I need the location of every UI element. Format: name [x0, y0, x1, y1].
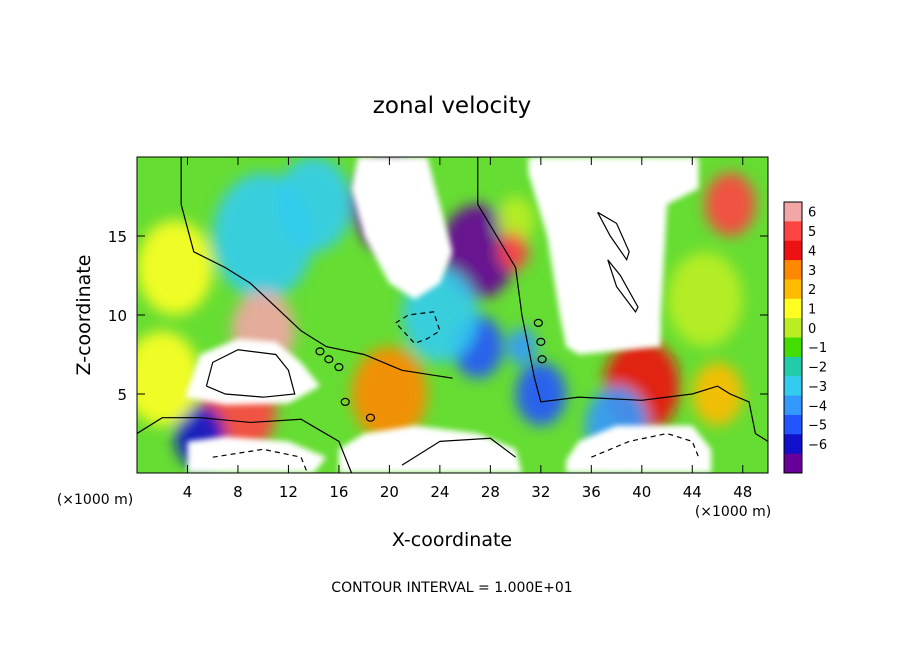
field-blob-7	[506, 327, 538, 366]
white-region-upper-center	[351, 157, 453, 300]
colorbar-swatch-10	[784, 395, 802, 416]
contour-small-loop-3	[533, 318, 543, 327]
field-blob-18	[692, 362, 743, 426]
colorbar-label-10: −4	[808, 399, 827, 414]
y-tick-label-15: 15	[108, 228, 127, 246]
colorbar-swatch-1	[784, 221, 802, 242]
y-axis: 5 10 15	[108, 228, 768, 404]
colorbar-label-11: −5	[808, 419, 827, 434]
contour-small-loop-0	[315, 347, 325, 356]
contour-left-loop	[205, 349, 296, 398]
contour-small-loop-5	[537, 355, 547, 364]
contour-lines	[137, 157, 768, 473]
colorbar-label-0: 6	[808, 206, 816, 221]
contour-ellipse-2	[607, 259, 639, 313]
contour-upper-left	[180, 157, 453, 379]
x-tick-label-20: 20	[380, 483, 399, 501]
contour-small-loop-4	[536, 337, 546, 346]
x-unit-label-right: (×1000 m)	[695, 504, 771, 520]
colorbar-label-8: −2	[808, 361, 827, 376]
contour-bottom-center	[401, 437, 516, 466]
contour-small-loop-6	[340, 397, 350, 406]
white-region-bottom-center	[338, 425, 522, 473]
x-tick-label-44: 44	[683, 483, 702, 501]
colorbar-swatch-9	[784, 376, 802, 397]
colorbar-swatch-4	[784, 279, 802, 300]
colorbar-label-3: 3	[808, 264, 816, 279]
field-blob-2	[275, 157, 352, 252]
colorbar-swatch-3	[784, 260, 802, 280]
white-regions	[184, 157, 712, 473]
x-tick-label-24: 24	[430, 483, 449, 501]
field-blob-15	[515, 362, 567, 426]
colorbar-swatch-8	[784, 356, 802, 377]
white-region-upper-right	[528, 157, 699, 355]
x-axis-label: X-coordinate	[392, 529, 512, 551]
field-blob-10	[704, 172, 756, 236]
x-tick-label-12: 12	[279, 483, 298, 501]
colorbar-swatch-6	[784, 318, 802, 338]
contour-small-loop-2	[334, 363, 344, 372]
x-tick-label-4: 4	[183, 483, 193, 501]
contour-interval-note: CONTOUR INTERVAL = 1.000E+01	[331, 580, 572, 596]
colorbar-swatch-7	[784, 337, 802, 358]
colorbar-swatch-2	[784, 240, 802, 261]
field-blob-0	[137, 220, 213, 315]
x-tick-label-48: 48	[733, 483, 752, 501]
field-blob-8	[497, 232, 529, 271]
colorbar-label-6: 0	[808, 322, 816, 337]
colorbar-swatch-11	[784, 414, 802, 435]
colorbar-swatch-0	[784, 202, 802, 222]
white-region-bottom-left	[187, 436, 327, 473]
x-tick-label-40: 40	[632, 483, 651, 501]
colorbar-swatch-5	[784, 298, 802, 319]
field-blob-6	[496, 196, 535, 244]
field-blob-13	[351, 346, 428, 442]
colorbar-frame	[783, 201, 803, 474]
colorbar-label-9: −3	[808, 380, 827, 395]
colorbar-label-12: −6	[808, 438, 827, 453]
colorbar-label-5: 1	[808, 302, 816, 317]
contour-dashed-bottom-right	[591, 432, 700, 458]
colorbar-label-2: 4	[808, 244, 816, 259]
contour-small-loop-1	[324, 355, 334, 364]
y-tick-label-5: 5	[117, 386, 127, 404]
x-tick-label-28: 28	[481, 483, 500, 501]
white-region-left-lobe	[184, 338, 320, 406]
field-blob-9	[667, 251, 743, 347]
field-blob-19	[137, 330, 201, 426]
chart-title: zonal velocity	[373, 93, 531, 119]
colorbar-swatch-12	[784, 434, 802, 455]
x-tick-label-36: 36	[582, 483, 601, 501]
white-region-bottom-right	[566, 425, 712, 473]
y-axis-label: Z-coordinate	[73, 255, 95, 376]
contour-ellipse-1	[597, 211, 630, 262]
contour-lower-left	[137, 417, 353, 473]
colorbar-label-7: −1	[808, 341, 827, 356]
contour-small-loop-7	[365, 413, 376, 422]
plot-area	[137, 157, 768, 473]
x-unit-label-left: (×1000 m)	[57, 492, 133, 508]
x-tick-label-16: 16	[329, 483, 348, 501]
colorbar-label-1: 5	[808, 225, 816, 240]
colorbar-label-4: 2	[808, 283, 816, 298]
x-axis: 4 8 12 16 20 24 28 32 36 40 44 48	[183, 157, 752, 501]
colorbar: 6 5 4 3 2 1 0 −1 −2 −3 −4 −5 −6	[783, 201, 827, 474]
contour-upper-mid	[477, 157, 768, 442]
x-tick-label-8: 8	[233, 483, 243, 501]
colorbar-swatch-13	[784, 453, 802, 474]
x-tick-label-32: 32	[531, 483, 550, 501]
y-tick-label-10: 10	[108, 307, 127, 325]
